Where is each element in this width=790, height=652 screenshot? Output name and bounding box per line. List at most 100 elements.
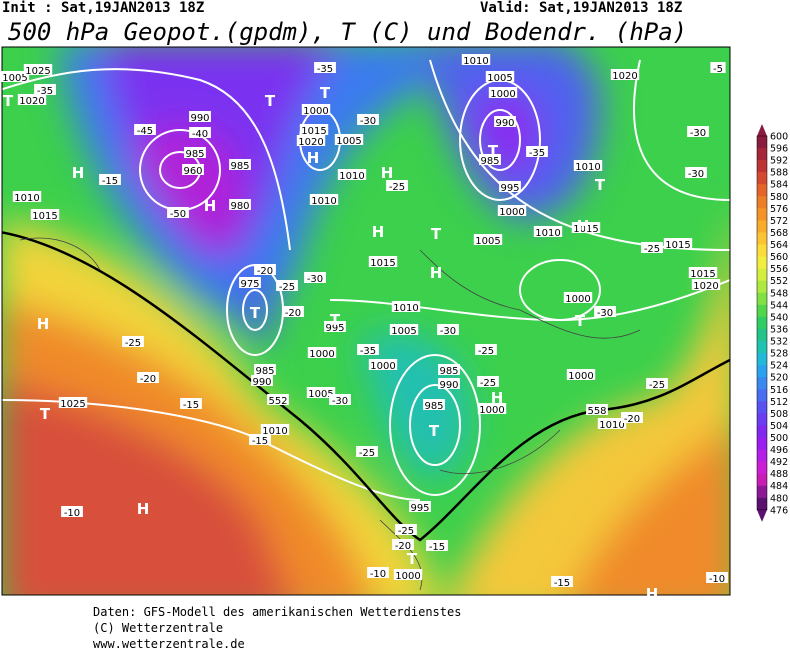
label-box	[239, 277, 261, 288]
label-box	[475, 344, 497, 355]
contour-label: 1010	[311, 196, 336, 207]
label-box	[597, 418, 627, 429]
label-box	[23, 64, 53, 75]
colorbar-label: 568	[770, 228, 788, 239]
colorbar-label: 480	[770, 493, 788, 504]
label-box	[356, 446, 378, 457]
colorbar-band	[757, 437, 767, 450]
pressure-center: H	[372, 223, 385, 241]
label-box	[479, 154, 501, 165]
label-box	[426, 540, 448, 551]
label-box	[586, 404, 608, 415]
init-time: Init : Sat,19JAN2013 18Z	[2, 0, 205, 16]
contour-label: -10	[370, 569, 386, 580]
label-box	[329, 394, 351, 405]
colorbar-label: 564	[770, 240, 788, 251]
contour-label: 1000	[565, 294, 590, 305]
contour-label: 558	[587, 406, 606, 417]
colorbar-band	[757, 461, 767, 475]
contour-label: 1005	[336, 136, 361, 147]
label-box	[58, 397, 88, 408]
contour-label: 985	[185, 149, 204, 160]
label-box	[34, 84, 56, 95]
label-box	[299, 124, 329, 135]
contour-label: 1000	[370, 361, 395, 372]
colorbar-label: 592	[770, 156, 788, 167]
contour-label: -35	[529, 148, 545, 159]
colorbar-label: 508	[770, 409, 788, 420]
colorbar-label: 596	[770, 144, 788, 155]
colorbar-label: 504	[770, 421, 788, 432]
contour-label: 1005	[487, 73, 512, 84]
contour-label: -35	[360, 346, 376, 357]
label-box	[276, 280, 298, 291]
contour-label: 980	[230, 201, 249, 212]
contour-label: -30	[440, 326, 456, 337]
contour-label: 1000	[490, 89, 515, 100]
label-box	[254, 264, 276, 275]
contour-label: -20	[395, 541, 411, 552]
contour-label: 985	[255, 366, 274, 377]
contour-label: 1015	[665, 240, 690, 251]
colorbar-band	[757, 280, 767, 294]
pressure-center: T	[429, 422, 440, 440]
label-box	[438, 364, 460, 375]
contour-label: 1005	[391, 326, 416, 337]
contour-label: -30	[307, 274, 323, 285]
contour-label: 1000	[499, 207, 524, 218]
contour-label: 1020	[19, 96, 44, 107]
pressure-center: T	[250, 304, 261, 322]
contour-label: -25	[644, 244, 660, 255]
colorbar-band	[757, 232, 767, 245]
contour-label: -15	[429, 542, 445, 553]
contour-label: -15	[102, 176, 118, 187]
label-box	[473, 234, 503, 245]
contour-label: 1015	[573, 224, 598, 235]
contour-label: -35	[317, 64, 333, 75]
contour-label: 960	[183, 166, 202, 177]
contour-label: -25	[480, 378, 496, 389]
contour-label: -30	[332, 396, 348, 407]
colorbar-band	[757, 377, 767, 390]
label-box	[485, 71, 515, 82]
contour-label: -20	[257, 266, 273, 277]
label-box	[621, 412, 643, 423]
colorbar-label: 528	[770, 349, 788, 360]
contour-label: 1010	[599, 420, 624, 431]
pressure-center: T	[40, 405, 51, 423]
contour-label: -20	[285, 308, 301, 319]
label-box	[251, 375, 273, 386]
colorbar-band	[757, 184, 767, 197]
label-box	[389, 324, 419, 335]
label-box	[706, 572, 728, 583]
contour-label: -25	[125, 338, 141, 349]
contour-label: 995	[325, 323, 344, 334]
contour-label: 552	[268, 396, 287, 407]
colorbar-label: 552	[770, 276, 788, 287]
contour-label: -30	[688, 169, 704, 180]
colorbar-label: 536	[770, 324, 788, 335]
contour-label: 1010	[393, 303, 418, 314]
contour-label: 1000	[309, 349, 334, 360]
contour-label: 990	[252, 377, 271, 388]
colorbar-label: 532	[770, 337, 788, 348]
label-box	[391, 301, 421, 312]
label-box	[334, 134, 364, 145]
colorbar-band	[757, 160, 767, 173]
contour-label: -25	[389, 182, 405, 193]
label-box	[386, 180, 408, 191]
label-box	[367, 567, 389, 578]
contour-label: 1020	[693, 281, 718, 292]
contour-label: 1025	[60, 399, 85, 410]
colorbar-label: 588	[770, 168, 788, 179]
contour-label: -15	[183, 400, 199, 411]
colorbar-band	[757, 196, 767, 209]
colorbar-label: 584	[770, 180, 788, 191]
contour-label: 1010	[575, 162, 600, 173]
colorbar-label: 488	[770, 469, 788, 480]
contour-label: 1010	[339, 171, 364, 182]
label-box	[134, 124, 156, 135]
pressure-center: H	[204, 197, 217, 215]
pressure-center: T	[320, 84, 331, 102]
contour-label: -40	[192, 129, 208, 140]
